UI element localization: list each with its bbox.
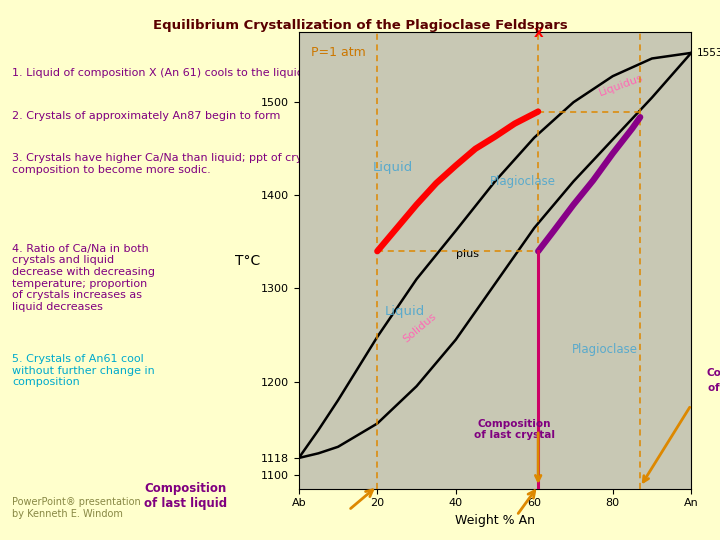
Text: 5. Crystals of An61 cool
without further change in
composition: 5. Crystals of An61 cool without further… (12, 354, 155, 387)
Text: Composition
of last liquid: Composition of last liquid (144, 482, 227, 510)
Text: Plagioclase: Plagioclase (490, 175, 555, 188)
Text: 3. Crystals have higher Ca/Na than liquid; ppt of crystals causes L
composition : 3. Crystals have higher Ca/Na than liqui… (12, 153, 380, 175)
Text: Liquid: Liquid (373, 161, 413, 174)
Text: X: X (534, 27, 543, 40)
Text: Liquidus: Liquidus (597, 72, 644, 98)
Text: Composition
of 1$^{st}$ crystal: Composition of 1$^{st}$ crystal (707, 368, 720, 396)
Text: Plagioclase: Plagioclase (572, 342, 638, 355)
Text: P=1 atm: P=1 atm (310, 46, 365, 59)
Text: 2. Crystals of approximately An87 begin to form: 2. Crystals of approximately An87 begin … (12, 111, 280, 120)
X-axis label: Weight % An: Weight % An (455, 514, 535, 527)
Text: 1553: 1553 (697, 48, 720, 58)
Text: 4. Ratio of Ca/Na in both
crystals and liquid
decrease with decreasing
temperatu: 4. Ratio of Ca/Na in both crystals and l… (12, 244, 155, 312)
Text: PowerPoint® presentation
by Kenneth E. Windom: PowerPoint® presentation by Kenneth E. W… (12, 497, 140, 519)
Text: 1. Liquid of composition X (An 61) cools to the liquidus: 1. Liquid of composition X (An 61) cools… (12, 68, 317, 78)
Text: T°C: T°C (235, 254, 261, 267)
Text: Composition
of last crystal: Composition of last crystal (474, 419, 555, 441)
Text: plus: plus (456, 249, 479, 259)
Text: Equilibrium Crystallization of the Plagioclase Feldspars: Equilibrium Crystallization of the Plagi… (153, 19, 567, 32)
Text: Liquid: Liquid (384, 305, 425, 318)
Text: Solidus: Solidus (401, 311, 438, 345)
